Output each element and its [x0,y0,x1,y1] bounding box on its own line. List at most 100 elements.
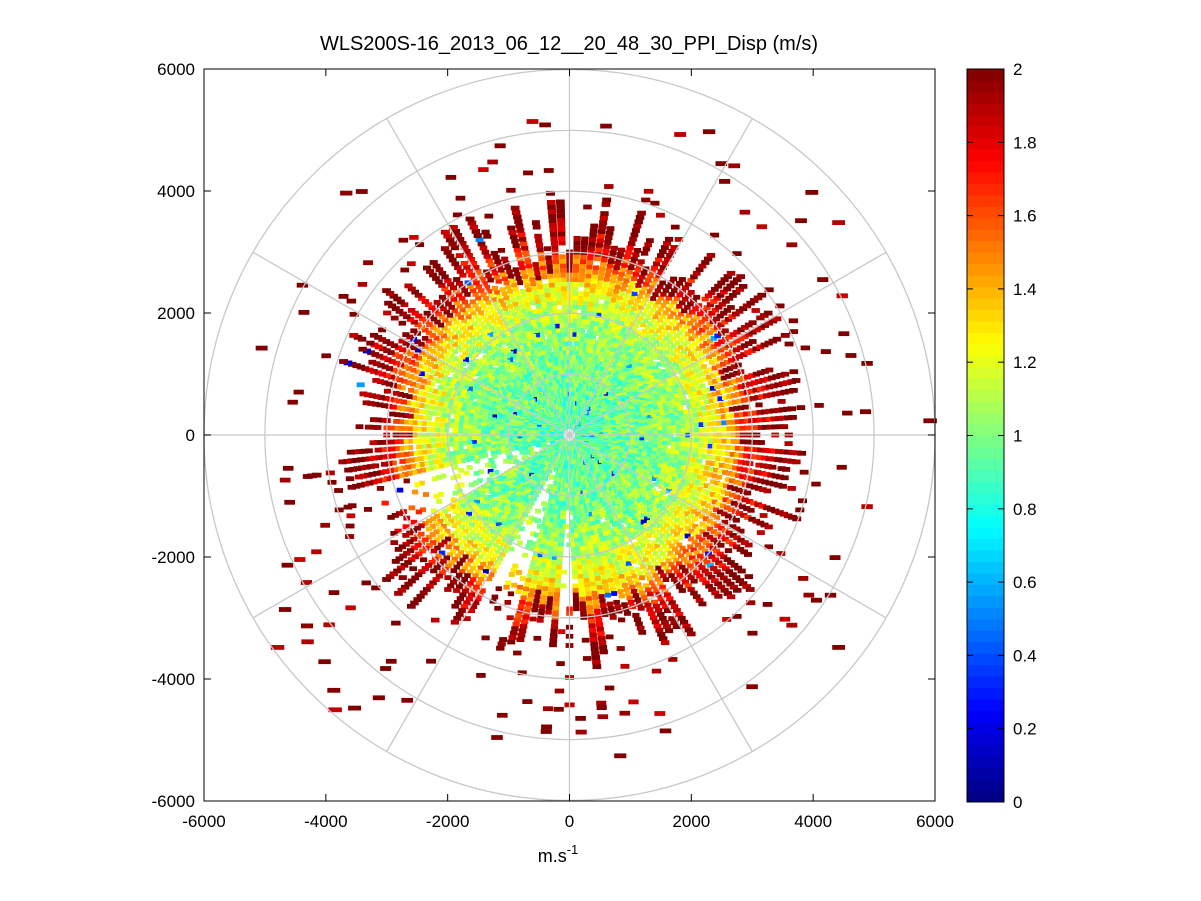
ppi-cell [634,427,641,432]
ppi-cell [663,459,670,465]
ppi-cell [756,224,768,230]
ppi-cell [499,446,506,451]
ppi-cell [660,384,667,390]
ppi-cell [601,338,608,343]
ppi-cell [836,464,847,470]
ppi-cell [577,295,584,301]
ppi-cell [457,441,464,446]
ppi-cell [479,519,486,525]
ppi-cell [714,384,721,390]
ppi-cell [707,443,714,449]
ppi-cell [677,520,684,526]
ppi-cell [637,522,644,528]
ppi-cell [632,333,639,339]
ppi-cell [739,474,746,480]
ppi-cell [638,590,646,596]
ppi-cell [631,362,638,367]
ppi-cell [666,332,673,338]
ppi-cell [606,539,612,545]
ppi-cell [396,466,403,472]
ppi-cell [640,594,648,600]
ppi-cell [631,515,638,520]
ppi-cell [493,438,500,444]
ppi-cell [554,688,565,694]
ppi-cell [573,236,581,241]
ppi-cell [710,521,717,526]
ppi-cell [465,596,473,602]
ppi-cell [712,444,719,449]
ppi-cell [621,466,627,471]
ppi-cell [631,316,638,322]
ppi-cell [440,452,447,458]
ppi-cell [689,397,696,403]
ppi-cell [646,399,653,405]
ppi-cell [706,302,714,307]
ppi-cell [431,508,437,514]
ppi-cell [670,604,679,609]
ppi-cell [703,305,711,311]
ppi-cell [574,327,581,333]
ppi-cell [542,586,549,591]
ppi-cell [747,507,755,513]
ppi-cell [636,336,643,342]
ppi-cell [647,462,654,468]
ppi-cell [654,457,661,463]
ppi-cell [686,476,693,482]
ppi-cell [643,523,650,528]
ppi-cell [560,268,567,273]
ppi-cell [711,449,718,455]
ppi-cell [519,576,526,581]
ppi-cell [701,388,708,394]
ppi-cell [736,466,743,472]
ppi-cell [397,445,405,451]
ppi-cell [570,528,577,534]
ppi-cell [673,569,681,574]
ppi-cell [599,352,606,358]
ppi-cell [606,335,613,341]
ppi-cell [481,449,488,455]
ppi-cell [533,598,540,604]
ppi-cell [588,572,595,578]
ppi-cell [400,465,407,471]
ppi-cell [603,244,611,249]
ppi-cell [541,520,548,526]
ppi-cell [675,612,684,617]
ppi-cell [659,600,667,606]
ppi-cell [600,313,606,319]
ppi-cell [577,528,584,533]
ppi-cell [633,340,640,345]
ppi-cell [680,464,687,470]
ppi-cell [547,591,554,597]
ppi-cell [652,422,659,428]
ppi-cell [624,273,632,279]
ppi-cell [611,293,618,299]
ppi-cell [662,502,669,508]
ppi-cell [756,455,764,460]
ppi-cell [484,439,491,444]
ppi-cell [703,341,710,346]
ppi-cell [596,308,603,313]
ppi-cell [490,529,497,535]
ppi-cell [630,468,637,474]
ppi-cell [510,516,517,522]
ppi-cell [490,557,497,563]
ppi-cell [695,492,702,497]
ppi-cell [460,503,467,509]
ppi-cell [672,388,678,394]
ppi-cell [630,559,637,564]
ppi-cell [666,386,673,392]
ppi-cell [560,272,567,278]
ppi-cell [437,511,444,517]
ppi-cell [759,463,768,469]
ppi-cell [633,312,640,318]
ppi-cell [476,547,482,553]
ppi-cell [612,522,619,528]
ppi-cell [631,389,638,395]
ppi-cell [767,472,775,478]
ppi-cell [706,338,714,344]
ppi-cell [606,325,612,331]
ppi-cell [604,592,611,598]
ppi-cell [749,469,757,474]
ppi-cell [571,565,578,570]
ppi-cell [714,333,721,339]
